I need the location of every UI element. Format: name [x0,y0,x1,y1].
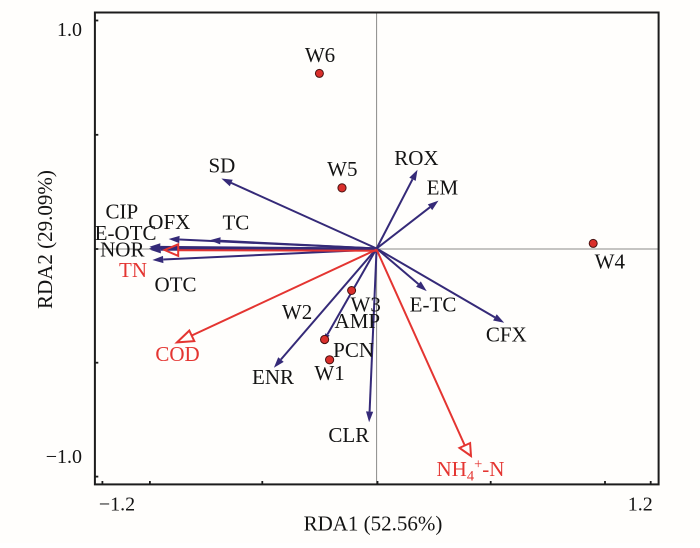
svg-text:1.2: 1.2 [628,494,653,516]
svg-text:E-TC: E-TC [410,293,457,317]
svg-text:COD: COD [155,342,199,366]
svg-text:W6: W6 [305,43,335,67]
svg-text:CFX: CFX [486,323,527,347]
svg-text:AMP: AMP [335,309,381,333]
svg-text:RDA2 (29.09%): RDA2 (29.09%) [33,170,57,309]
svg-text:EM: EM [427,176,459,200]
svg-text:CIP: CIP [105,200,138,224]
svg-text:−1.0: −1.0 [46,446,82,468]
svg-text:RDA1 (52.56%): RDA1 (52.56%) [304,512,443,536]
svg-text:PCN: PCN [333,338,374,362]
svg-text:W5: W5 [327,157,357,181]
svg-text:OTC: OTC [155,273,197,297]
svg-text:W1: W1 [314,361,344,385]
svg-text:−1.2: −1.2 [99,494,135,516]
svg-text:TC: TC [222,210,249,234]
svg-text:ROX: ROX [394,146,438,170]
svg-text:ENR: ENR [252,365,294,389]
svg-text:TN: TN [119,258,147,282]
svg-text:SD: SD [208,154,235,178]
svg-text:W2: W2 [282,300,312,324]
svg-text:CLR: CLR [328,423,369,447]
svg-text:1.0: 1.0 [57,19,82,41]
svg-text:W4: W4 [595,249,626,273]
